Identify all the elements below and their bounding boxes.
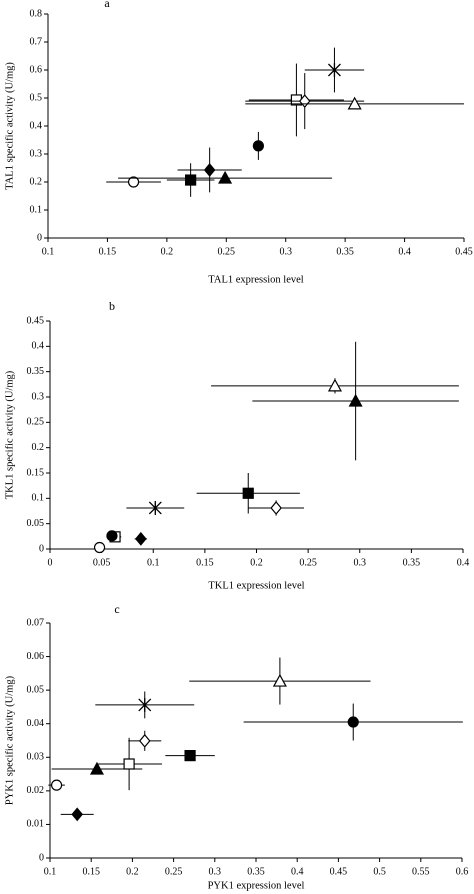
x-tick-label: 0.4	[291, 866, 304, 877]
y-tick-label: 0.05	[27, 518, 45, 529]
point	[270, 501, 282, 515]
y-tick-label: 0.3	[30, 148, 43, 159]
y-tick-label: 0.01	[27, 819, 45, 830]
x-axis-label: TKL1 expression level	[208, 580, 304, 591]
point	[148, 500, 162, 515]
point	[50, 779, 63, 791]
y-tick-label: 0	[39, 852, 44, 863]
x-tick-label: 0.25	[218, 246, 236, 257]
x-axis-label: PYK1 expression level	[208, 880, 305, 891]
x-tick-label: 0.35	[247, 866, 265, 877]
x-tick-label: 0.55	[412, 866, 430, 877]
x-tick-label: 0.1	[44, 866, 57, 877]
y-tick-label: 0.8	[30, 8, 43, 19]
point	[252, 140, 264, 152]
y-tick-label: 0	[39, 543, 44, 554]
y-tick-label: 0.45	[27, 315, 45, 326]
point	[123, 758, 135, 770]
point	[348, 393, 363, 407]
point	[184, 750, 196, 762]
x-tick-label: 0.3	[279, 246, 292, 257]
y-tick-label: 0.6	[30, 64, 43, 75]
point	[71, 807, 83, 822]
x-tick-label: 0.2	[126, 866, 139, 877]
x-tick-label: 0.1	[42, 246, 55, 257]
point	[242, 487, 254, 499]
y-axis-label: TAL1 specific activity (U/mg)	[4, 62, 15, 190]
panel-title: a	[104, 0, 110, 10]
y-tick-label: 0.1	[30, 204, 43, 215]
x-tick-label: 0.4	[457, 557, 470, 568]
point	[127, 176, 140, 188]
point	[135, 531, 147, 546]
x-tick-label: 0.2	[250, 557, 263, 568]
x-tick-label: 0.45	[330, 866, 348, 877]
y-tick-label: 0.2	[32, 442, 45, 453]
x-tick-label: 0.05	[93, 557, 111, 568]
x-tick-label: 0.5	[373, 866, 386, 877]
y-tick-label: 0.1	[32, 493, 45, 504]
y-tick-label: 0.3	[32, 391, 45, 402]
point	[93, 541, 106, 554]
x-tick-label: 0.15	[99, 246, 117, 257]
x-tick-label: 0.6	[456, 866, 469, 877]
point	[327, 378, 342, 392]
y-tick-label: 0.02	[27, 785, 45, 796]
x-tick-label: 0.45	[455, 246, 473, 257]
y-tick-label: 0.07	[27, 617, 45, 628]
y-tick-label: 0.5	[30, 92, 43, 103]
point	[106, 530, 118, 542]
x-tick-label: 0.35	[403, 557, 421, 568]
y-tick-label: 0.4	[30, 120, 43, 131]
point	[203, 163, 216, 177]
point	[347, 716, 359, 728]
x-tick-label: 0.25	[165, 866, 183, 877]
point	[272, 673, 287, 687]
x-tick-label: 0.4	[398, 246, 411, 257]
y-tick-label: 0.03	[27, 752, 45, 763]
panel-title: c	[114, 602, 119, 616]
x-tick-label: 0.35	[336, 246, 354, 257]
y-tick-label: 0.06	[27, 651, 45, 662]
y-tick-label: 0.2	[30, 176, 43, 187]
y-tick-label: 0.4	[32, 341, 45, 352]
point	[218, 170, 233, 184]
point	[327, 63, 341, 77]
x-tick-label: 0.3	[354, 557, 367, 568]
y-tick-label: 0.35	[27, 366, 45, 377]
point	[138, 733, 151, 748]
y-tick-label: 0	[37, 232, 42, 243]
y-axis-label: TKL1 specific activity (U/mg)	[4, 370, 15, 499]
y-axis-label: PYK1 specific activity (U/mg)	[4, 675, 15, 805]
point	[138, 697, 152, 712]
y-tick-label: 0.05	[27, 684, 45, 695]
x-axis-label: TAL1 expression level	[208, 274, 303, 285]
y-tick-label: 0.7	[30, 36, 43, 47]
point	[347, 96, 362, 110]
x-tick-label: 0.1	[147, 557, 160, 568]
x-tick-label: 0.25	[299, 557, 317, 568]
point	[185, 174, 197, 186]
x-tick-label: 0	[48, 557, 53, 568]
point	[89, 761, 104, 775]
y-tick-label: 0.04	[27, 718, 45, 729]
y-tick-label: 0.25	[27, 417, 45, 428]
x-tick-label: 0.15	[196, 557, 214, 568]
x-tick-label: 0.15	[82, 866, 100, 877]
x-tick-label: 0.3	[209, 866, 222, 877]
y-tick-label: 0.15	[27, 467, 45, 478]
x-tick-label: 0.2	[161, 246, 174, 257]
panel-title: b	[109, 299, 115, 313]
